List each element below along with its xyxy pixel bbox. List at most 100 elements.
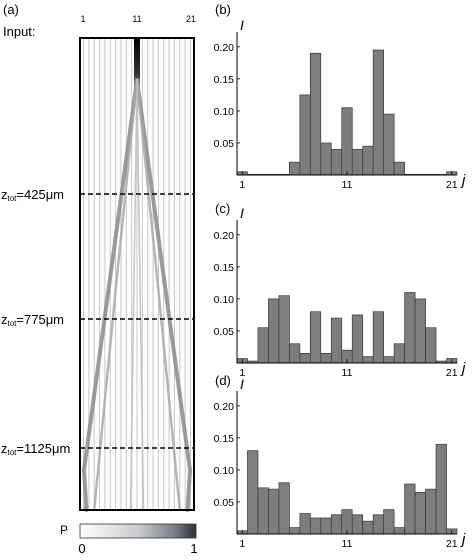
marker-425: ztot=425μm <box>1 187 194 203</box>
input-tick-1: 1 <box>80 14 85 24</box>
bar <box>299 353 311 364</box>
bar <box>362 356 374 364</box>
bar <box>383 356 395 364</box>
panel-label: (b) <box>215 2 231 17</box>
bar <box>341 107 353 176</box>
y-tick-label: 0.05 <box>214 138 235 150</box>
bar <box>372 49 385 176</box>
x-axis-label: j <box>460 531 466 548</box>
input-beam <box>134 38 140 86</box>
y-tick-label: 0.20 <box>214 401 235 413</box>
bar <box>309 311 322 364</box>
beam-path <box>129 79 138 511</box>
input-tick-11: 11 <box>132 14 141 24</box>
bar <box>351 149 364 176</box>
colorbar-label: P <box>60 523 68 537</box>
y-tick-label: 0.10 <box>214 465 235 477</box>
bar <box>330 149 343 176</box>
bar <box>425 488 437 535</box>
colorbar-max: 1 <box>190 541 197 555</box>
propagation-map <box>79 37 195 512</box>
bar <box>289 343 301 364</box>
propagation-frame <box>79 37 195 511</box>
panel-label: (c) <box>215 201 230 216</box>
y-tick-label: 0.15 <box>214 74 235 86</box>
bar <box>425 327 437 364</box>
y-tick-label: 0.20 <box>214 230 235 242</box>
x-tick-label: 21 <box>446 367 458 379</box>
bar <box>257 327 269 364</box>
y-tick-label: 0.05 <box>214 497 235 509</box>
beam-path <box>81 78 139 512</box>
bar <box>309 52 322 176</box>
input-label: Input: <box>3 24 36 39</box>
bar <box>435 443 447 535</box>
panel-a-label: (a) <box>3 2 19 17</box>
bar <box>362 145 374 176</box>
bar <box>320 517 332 535</box>
chart-panel-c: (c) I0.050.100.150.201 11 21 j <box>214 201 466 379</box>
bar <box>383 113 395 176</box>
bar <box>268 298 280 364</box>
marker-1125: ztot=1125μm <box>1 441 194 457</box>
input-tick-21: 21 <box>186 14 196 24</box>
x-axis-label: j <box>460 360 466 377</box>
bar <box>289 527 301 535</box>
x-tick-label: 11 <box>342 179 353 191</box>
bar <box>351 314 364 364</box>
bar <box>372 514 385 535</box>
bar <box>320 353 332 364</box>
y-tick-label: 0.20 <box>214 42 235 54</box>
bar <box>383 509 395 535</box>
y-axis-label: I <box>240 205 244 221</box>
bar <box>372 311 385 364</box>
bar <box>362 520 374 535</box>
x-tick-label: 21 <box>446 538 458 550</box>
colorbar-min: 0 <box>78 541 85 555</box>
bar <box>330 317 343 364</box>
x-tick-label: 11 <box>342 367 353 379</box>
bar <box>330 514 343 535</box>
y-tick-label: 0.05 <box>214 326 235 338</box>
bar <box>299 94 311 176</box>
bar <box>268 488 280 535</box>
y-tick-label: 0.15 <box>214 262 235 274</box>
x-tick-label: 1 <box>239 367 245 379</box>
bar <box>414 491 426 535</box>
bar <box>278 482 290 535</box>
bar <box>247 450 259 535</box>
bar <box>404 292 416 364</box>
bar <box>278 295 290 364</box>
x-tick-label: 21 <box>446 179 458 191</box>
bar <box>351 514 364 535</box>
y-axis-label: I <box>240 17 244 33</box>
bar <box>299 513 311 535</box>
marker-775: ztot=775μm <box>1 312 194 328</box>
panel-label: (d) <box>215 373 231 388</box>
marker-425-label: ztot=425μm <box>1 187 64 203</box>
chart-panel-d: (d) I0.050.100.150.201 11 21 j <box>214 373 466 550</box>
beam-path <box>135 78 193 512</box>
bar <box>393 527 405 535</box>
bar <box>393 161 405 176</box>
marker-1125-label: ztot=1125μm <box>1 441 70 457</box>
light-beams <box>81 38 193 512</box>
bar <box>404 483 416 535</box>
bar <box>414 298 426 364</box>
y-tick-label: 0.15 <box>214 433 235 445</box>
beam-path <box>135 78 182 512</box>
bar <box>309 517 322 535</box>
x-tick-label: 11 <box>342 538 353 550</box>
beam-path <box>92 78 139 512</box>
bar <box>320 142 332 176</box>
colorbar <box>79 523 197 539</box>
bar <box>257 487 269 535</box>
x-tick-label: 1 <box>239 179 245 191</box>
marker-775-label: ztot=775μm <box>1 312 64 328</box>
chart-panel-b: (b)I0.050.100.150.201 11 21 j <box>214 2 466 191</box>
bar <box>289 161 301 176</box>
beam-path <box>136 79 145 511</box>
x-tick-label: 1 <box>239 538 245 550</box>
